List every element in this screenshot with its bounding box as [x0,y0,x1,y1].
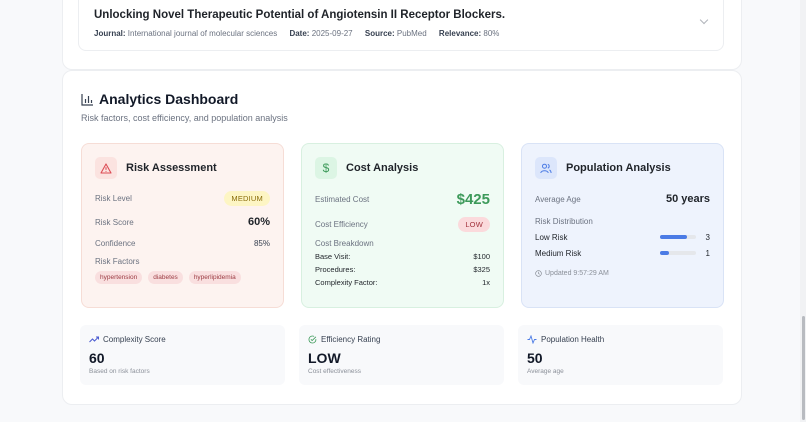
updated-timestamp: Updated 9:57:29 AM [535,270,710,277]
stat-value: 60 [89,350,105,366]
population-health-stat: Population Health 50 Average age [518,325,723,385]
distribution-count: 3 [705,232,710,242]
breakdown-label: Base Visit: [315,252,351,261]
cost-analysis-card: $ Cost Analysis Estimated Cost $425 Cost… [301,143,504,308]
breakdown-value: 1x [482,278,490,287]
estimated-cost-value: $425 [456,190,490,208]
journal-label: Journal: [94,29,126,38]
breakdown-value: $325 [473,265,490,274]
breakdown-row: Procedures: $325 [315,265,490,274]
estimated-cost-label: Estimated Cost [315,194,370,204]
risk-factor-tags: hypertension diabetes hyperlipidemia [95,271,270,284]
risk-factor-tag: diabetes [148,271,183,284]
cost-card-title: Cost Analysis [346,162,419,174]
distribution-row: Low Risk 3 [535,230,710,244]
distribution-label: Low Risk [535,232,568,242]
trending-up-icon [89,336,99,343]
efficiency-rating-stat: Efficiency Rating LOW Cost effectiveness [299,325,504,385]
dollar-icon: $ [315,157,337,179]
distribution-row: Medium Risk 1 [535,246,710,260]
risk-level-badge: MEDIUM [224,190,270,206]
stat-value: 50 [527,350,543,366]
analytics-dashboard: Analytics Dashboard Risk factors, cost e… [62,70,742,405]
risk-score-label: Risk Score [95,217,134,227]
check-circle-icon [308,335,317,344]
average-age-label: Average Age [535,194,581,204]
relevance-label: Relevance: [438,29,482,38]
clock-icon [535,270,542,277]
risk-factor-tag: hypertension [95,271,143,284]
stat-label: Efficiency Rating [321,335,381,344]
dashboard-header: Analytics Dashboard [81,91,238,107]
cost-breakdown-label: Cost Breakdown [315,239,374,248]
risk-assessment-card: Risk Assessment Risk Level MEDIUM Risk S… [81,143,284,308]
cost-efficiency-label: Cost Efficiency [315,219,368,229]
article-card[interactable]: Unlocking Novel Therapeutic Potential of… [78,0,724,51]
relevance-value: 80% [483,29,500,38]
average-age-value: 50 years [665,193,710,205]
population-analysis-card: Population Analysis Average Age 50 years… [521,143,724,308]
risk-score-value: 60% [247,216,270,228]
breakdown-label: Complexity Factor: [315,278,378,287]
article-meta: Journal: International journal of molecu… [94,29,509,38]
stat-value: LOW [308,350,341,366]
scrollbar-thumb[interactable] [802,316,805,420]
stat-subtext: Cost effectiveness [308,368,361,375]
dashboard-subtitle: Risk factors, cost efficiency, and popul… [81,113,288,123]
risk-distribution-label: Risk Distribution [535,217,593,226]
complexity-score-stat: Complexity Score 60 Based on risk factor… [80,325,285,385]
population-card-title: Population Analysis [566,162,671,174]
breakdown-label: Procedures: [315,265,356,274]
distribution-bar [660,251,696,255]
risk-factors-label: Risk Factors [95,257,140,266]
journal-value: International journal of molecular scien… [127,29,278,38]
updated-text: Updated 9:57:29 AM [545,270,609,277]
stat-subtext: Based on risk factors [89,368,150,375]
activity-icon [527,335,537,344]
source-value: PubMed [396,29,427,38]
dashboard-title: Analytics Dashboard [99,91,239,107]
users-icon [535,157,557,179]
breakdown-row: Complexity Factor: 1x [315,278,490,287]
confidence-label: Confidence [95,238,136,248]
cost-efficiency-badge: LOW [458,216,490,232]
risk-card-title: Risk Assessment [126,162,217,174]
source-label: Source: [364,29,395,38]
confidence-value: 85% [253,238,270,248]
warning-triangle-icon [95,157,117,179]
date-value: 2025-09-27 [311,29,353,38]
distribution-label: Medium Risk [535,248,582,258]
scrollbar[interactable] [800,0,806,422]
distribution-bar [660,235,696,239]
chevron-down-icon[interactable] [699,15,709,25]
bar-chart-icon [81,93,93,106]
breakdown-row: Base Visit: $100 [315,252,490,261]
risk-factor-tag: hyperlipidemia [188,271,241,284]
stat-label: Complexity Score [103,335,166,344]
date-label: Date: [289,29,310,38]
article-title[interactable]: Unlocking Novel Therapeutic Potential of… [94,9,506,21]
stat-subtext: Average age [527,368,564,375]
stat-label: Population Health [541,335,605,344]
distribution-count: 1 [705,248,710,258]
breakdown-value: $100 [473,252,490,261]
risk-level-label: Risk Level [95,193,132,203]
